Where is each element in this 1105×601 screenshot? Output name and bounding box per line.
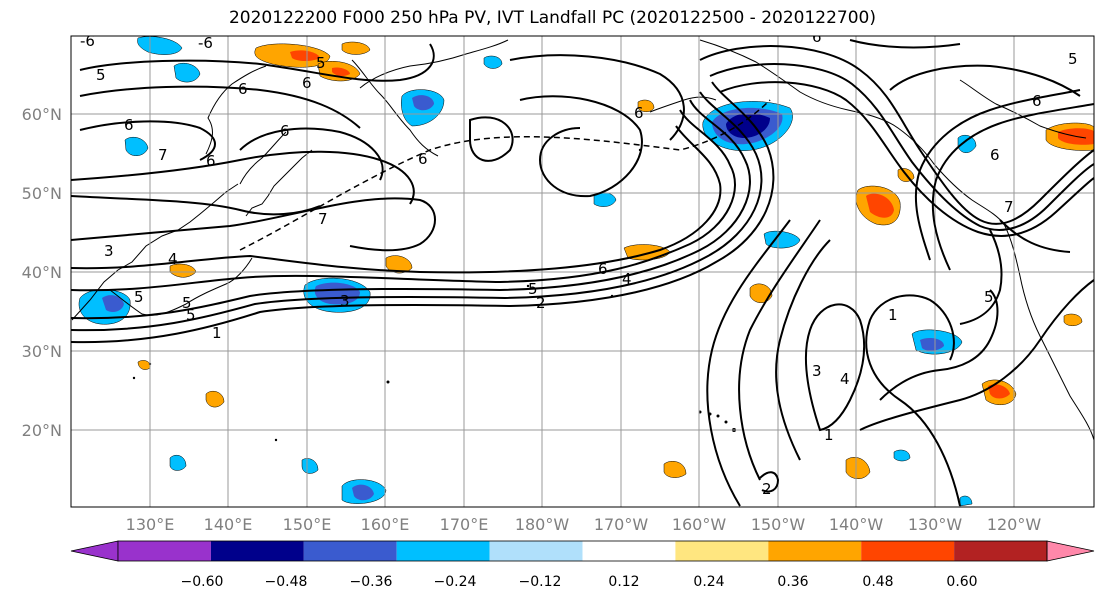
colorbar-tick-label: −0.12: [519, 574, 562, 590]
contour-label: 1: [824, 426, 834, 444]
colorbar-segment: [396, 541, 490, 561]
contour-label: 5: [96, 66, 106, 84]
contour-label: 6: [1032, 92, 1042, 110]
lon-label: 130°E: [126, 515, 175, 534]
colorbar-tick-label: 0.60: [946, 574, 977, 590]
lon-label: 120°W: [987, 515, 1042, 534]
colorbar-tick-label: −0.48: [265, 574, 308, 590]
contour-label: 5: [186, 306, 196, 324]
contour-label: 5: [134, 288, 144, 306]
colorbar-tick-label: 0.48: [862, 574, 893, 590]
contour-label: 4: [840, 370, 850, 388]
lon-label: 140°W: [829, 515, 884, 534]
contour-label: 6: [598, 260, 608, 278]
contour-label: 6: [206, 152, 216, 170]
lon-label: 170°E: [440, 515, 489, 534]
colorbar-extend-low: [70, 540, 119, 562]
colorbar-segment: [861, 541, 955, 561]
map-panel: -6 -6 5 5 6 6 6 6 7 6 6 5 3 4 5 1 5 3 6 …: [70, 28, 1095, 508]
lat-label-50n: 50°N: [22, 184, 62, 203]
map-title: 2020122200 F000 250 hPa PV, IVT Landfall…: [228, 8, 876, 28]
colorbar-tick-label: 0.24: [693, 574, 724, 590]
contour-label: 6: [418, 150, 428, 168]
latitude-labels: 60°N 50°N 40°N 30°N 20°N: [22, 105, 62, 440]
contour-label: 4: [622, 270, 632, 288]
contour-label: 2: [536, 294, 546, 312]
lon-label: 150°E: [283, 515, 332, 534]
colorbar-tick-label: 0.36: [777, 574, 808, 590]
lat-label-60n: 60°N: [22, 105, 62, 124]
colorbar-segment: [768, 541, 862, 561]
lon-label: 180°W: [515, 515, 570, 534]
colorbar: [70, 540, 1095, 562]
contour-label: 2: [762, 480, 772, 498]
colorbar-tick-label: −0.36: [350, 574, 393, 590]
colorbar-tick-labels: −0.60 −0.48 −0.36 −0.24 −0.12 0.12 0.24 …: [181, 574, 978, 590]
contour-label: 6: [124, 116, 134, 134]
dashed-boundary: [239, 99, 771, 251]
lat-label-40n: 40°N: [22, 263, 62, 282]
contour-label: 7: [158, 146, 168, 164]
contour-label: 5: [182, 294, 192, 312]
contour-label: 1: [888, 306, 898, 324]
contour-label: 6: [990, 146, 1000, 164]
colorbar-tick-label: −0.60: [181, 574, 224, 590]
contour-label: 5: [316, 54, 326, 72]
lon-label: 160°W: [672, 515, 727, 534]
colorbar-segment: [210, 541, 304, 561]
contour-label: -6: [198, 34, 213, 52]
contour-label: 3: [812, 362, 822, 380]
contour-label: 7: [1004, 198, 1014, 216]
contour-label: -6: [80, 32, 95, 50]
colorbar-tick-label: 0.12: [608, 574, 639, 590]
colorbar-segment: [675, 541, 769, 561]
lon-label: 170°W: [594, 515, 649, 534]
colorbar-segment: [489, 541, 583, 561]
lon-label: 150°W: [751, 515, 806, 534]
contour-label: 4: [168, 250, 178, 268]
contour-label: 5: [984, 288, 994, 306]
colorbar-segment: [954, 541, 1047, 561]
lon-label: 160°E: [361, 515, 410, 534]
contour-label: 6: [280, 122, 290, 140]
contour-label: 1: [212, 324, 222, 342]
longitude-labels: 130°E 140°E 150°E 160°E 170°E 180°W 170°…: [126, 515, 1042, 534]
contour-label: 6: [812, 28, 822, 46]
contour-label: 6: [238, 80, 248, 98]
contour-label: 3: [340, 292, 350, 310]
lon-label: 140°E: [204, 515, 253, 534]
colorbar-segment: [582, 541, 676, 561]
contour-label: 3: [104, 242, 114, 260]
contour-label: 7: [318, 210, 328, 228]
colorbar-tick-label: −0.24: [434, 574, 477, 590]
ivt-contours: [71, 39, 1094, 507]
contour-label: 6: [634, 104, 644, 122]
lat-label-30n: 30°N: [22, 342, 62, 361]
colorbar-extend-high: [1046, 540, 1095, 562]
lon-label: 130°W: [908, 515, 963, 534]
colorbar-border: [117, 540, 1048, 562]
contour-label: 5: [1068, 50, 1078, 68]
contour-label: 6: [302, 74, 312, 92]
contour-label: 5: [528, 280, 538, 298]
colorbar-segment: [303, 541, 397, 561]
contour-labels: -6 -6 5 5 6 6 6 6 7 6 6 5 3 4 5 1 5 3 6 …: [80, 28, 1078, 498]
gridlines: [71, 36, 1094, 507]
colorbar-segment: [118, 541, 211, 561]
lat-label-20n: 20°N: [22, 421, 62, 440]
